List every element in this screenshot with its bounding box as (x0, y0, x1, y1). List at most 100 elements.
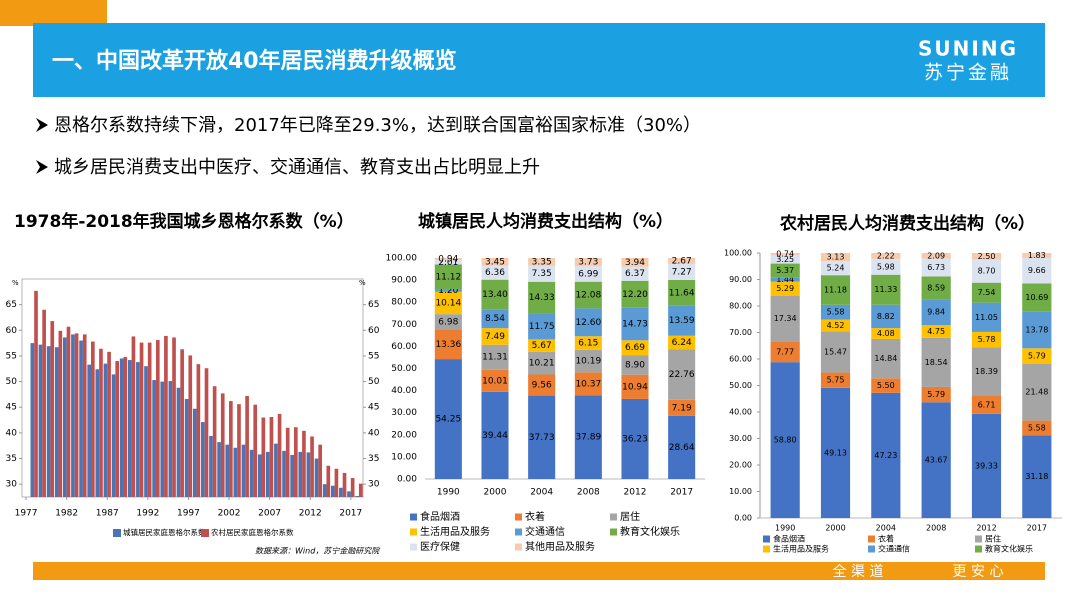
legend-swatch (410, 543, 417, 551)
y-tick-label: 60.00 (391, 342, 417, 352)
legend-swatch (610, 513, 617, 521)
bar-segment (434, 258, 462, 261)
value-label: 7.35 (532, 269, 552, 279)
bar-segment (770, 253, 800, 255)
value-label: 5.79 (1028, 351, 1046, 360)
bar (91, 341, 95, 497)
bar (115, 361, 120, 497)
bar-segment (528, 339, 556, 352)
x-tick-label: 1990 (437, 488, 460, 498)
logo-cn: 苏宁金融 (924, 62, 1012, 84)
bar-segment (871, 378, 901, 393)
value-label: 3.35 (532, 257, 552, 267)
y2-tick-label: 35 (368, 454, 379, 464)
value-label: 6.73 (927, 263, 945, 272)
y-tick-label: 40.00 (391, 386, 417, 396)
value-label: 5.29 (776, 284, 794, 293)
y-tick-label: 80.00 (729, 302, 752, 311)
bar-segment (668, 335, 696, 350)
value-label: 0.74 (776, 249, 794, 258)
bar-segment (770, 263, 800, 278)
bar (66, 326, 71, 497)
value-label: 11.12 (435, 272, 461, 282)
value-label: 7.27 (672, 267, 692, 277)
y-tick-label: 30.00 (729, 434, 752, 443)
value-label: 12.20 (622, 290, 648, 300)
bar-segment (820, 253, 851, 262)
bar (269, 416, 274, 497)
bar-segment (871, 304, 901, 329)
bar-segment (434, 260, 462, 265)
bar-segment (668, 399, 696, 416)
legend-swatch (515, 543, 522, 551)
bar-segment (481, 265, 509, 280)
bar (237, 404, 241, 497)
bar-segment (668, 349, 696, 400)
legend-label: 交通通信 (878, 544, 910, 554)
value-label: 2.09 (927, 251, 945, 260)
x-tick-label: 2008 (577, 488, 600, 498)
value-label: 39.44 (482, 431, 508, 441)
bar (74, 333, 79, 497)
bar (201, 422, 205, 497)
y2-tick-label: 40 (368, 428, 380, 438)
bar (95, 369, 100, 497)
bar (180, 349, 184, 497)
bar (212, 386, 217, 497)
legend-swatch (868, 545, 875, 553)
x-tick-label: 2017 (670, 488, 693, 498)
bullet-icon (36, 118, 48, 132)
bar-segment (820, 331, 851, 373)
bar (302, 430, 306, 497)
bar (330, 485, 335, 497)
value-label: 8.70 (978, 267, 996, 276)
x-tick-label: 1987 (96, 509, 119, 519)
x-tick-label: 2017 (339, 509, 362, 519)
value-label: 13.36 (435, 340, 461, 350)
value-label: 7.19 (672, 403, 692, 413)
plot-frame (21, 278, 364, 498)
footer-slogan: 全 渠 道 (833, 563, 884, 580)
bar-segment (481, 391, 509, 479)
y2-axis-label: % (359, 279, 366, 287)
y-tick-label: 55 (6, 351, 17, 361)
y-tick-label: 20.00 (391, 430, 417, 440)
y-tick-label: 45 (6, 403, 17, 413)
y2-tick-label: 50 (368, 377, 380, 387)
bullet: 恩格尔系数持续下滑，2017年已降至29.3%，达到联合国富裕国家标准（30%） (54, 115, 701, 136)
y-tick-label: 100.00 (724, 249, 752, 258)
bar-segment (971, 331, 1002, 348)
legend-label: 教育文化娱乐 (985, 544, 1033, 554)
bar-segment (528, 258, 556, 266)
bar (261, 417, 266, 497)
bar-segment (770, 254, 800, 264)
bar (334, 468, 339, 497)
bar-segment (528, 374, 556, 396)
legend-swatch (975, 545, 982, 553)
bar (245, 395, 249, 497)
bar-segment (871, 392, 901, 518)
legend-label: 衣着 (525, 510, 545, 523)
bar-segment (528, 313, 556, 340)
value-label: 7.49 (485, 332, 505, 342)
bar-segment (820, 319, 851, 332)
value-label: 5.58 (1028, 423, 1046, 432)
bar-segment (1022, 363, 1052, 421)
y-tick-label: 35 (6, 454, 17, 464)
legend-swatch (763, 535, 770, 543)
bar (71, 334, 75, 497)
bar-segment (871, 258, 901, 275)
value-label: 2.01 (438, 258, 458, 268)
value-label: 18.39 (975, 367, 998, 376)
bar (82, 334, 87, 497)
y-tick-label: 60.00 (729, 355, 752, 364)
value-label: 14.73 (622, 320, 648, 330)
y-tick-label: 70.00 (729, 328, 752, 337)
bar-segment (481, 328, 509, 345)
value-label: 22.76 (669, 370, 695, 380)
bar-segment (668, 305, 696, 336)
bar (298, 451, 303, 497)
bar (314, 458, 319, 497)
y-tick-label: 80.00 (391, 298, 417, 308)
